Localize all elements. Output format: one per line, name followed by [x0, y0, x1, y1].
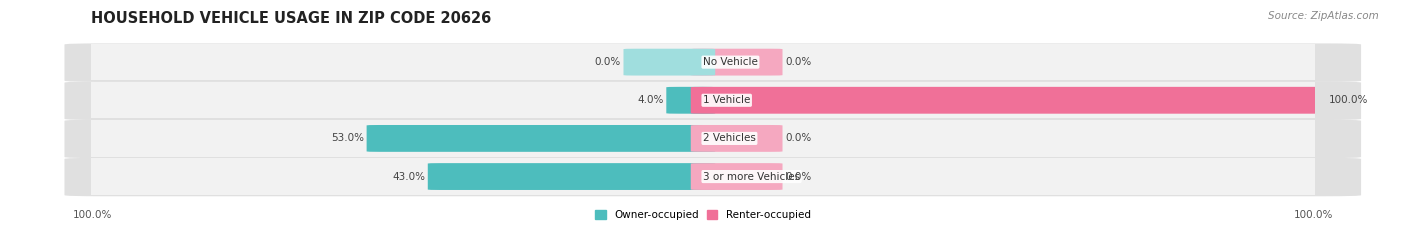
Text: 0.0%: 0.0% [595, 57, 621, 67]
FancyBboxPatch shape [666, 87, 716, 114]
Text: No Vehicle: No Vehicle [703, 57, 758, 67]
Text: 53.0%: 53.0% [332, 133, 364, 143]
Text: 0.0%: 0.0% [785, 57, 811, 67]
Legend: Owner-occupied, Renter-occupied: Owner-occupied, Renter-occupied [595, 210, 811, 220]
Text: 100.0%: 100.0% [73, 210, 112, 220]
Text: 2 Vehicles: 2 Vehicles [703, 133, 756, 143]
FancyBboxPatch shape [623, 49, 716, 76]
FancyBboxPatch shape [65, 120, 1361, 158]
FancyBboxPatch shape [65, 158, 1361, 196]
Text: HOUSEHOLD VEHICLE USAGE IN ZIP CODE 20626: HOUSEHOLD VEHICLE USAGE IN ZIP CODE 2062… [91, 11, 492, 26]
FancyBboxPatch shape [690, 49, 783, 76]
FancyBboxPatch shape [690, 163, 783, 190]
Text: 4.0%: 4.0% [637, 95, 664, 105]
FancyBboxPatch shape [65, 43, 1361, 82]
FancyBboxPatch shape [55, 119, 1351, 158]
FancyBboxPatch shape [55, 157, 1351, 196]
FancyBboxPatch shape [55, 43, 1351, 81]
Text: 0.0%: 0.0% [785, 133, 811, 143]
Text: 100.0%: 100.0% [1329, 95, 1368, 105]
Text: 0.0%: 0.0% [785, 172, 811, 182]
FancyBboxPatch shape [690, 87, 1327, 114]
Text: 100.0%: 100.0% [1294, 210, 1333, 220]
Text: 43.0%: 43.0% [392, 172, 426, 182]
Text: Source: ZipAtlas.com: Source: ZipAtlas.com [1268, 11, 1379, 21]
Text: 1 Vehicle: 1 Vehicle [703, 95, 751, 105]
FancyBboxPatch shape [55, 81, 1351, 120]
FancyBboxPatch shape [367, 125, 716, 152]
FancyBboxPatch shape [65, 81, 1361, 120]
FancyBboxPatch shape [427, 163, 716, 190]
FancyBboxPatch shape [690, 125, 783, 152]
Text: 3 or more Vehicles: 3 or more Vehicles [703, 172, 800, 182]
